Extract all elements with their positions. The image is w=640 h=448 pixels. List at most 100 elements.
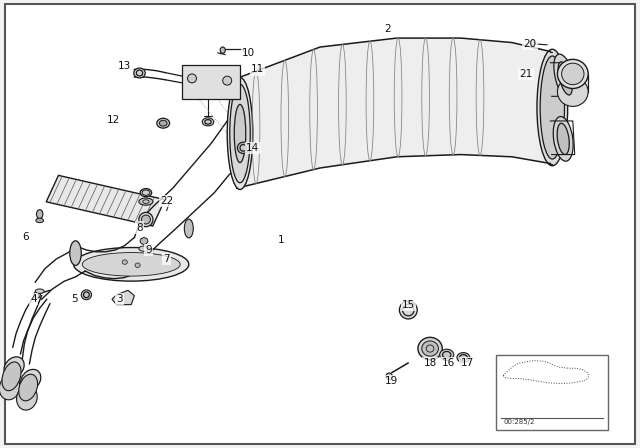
Point <box>116 211 124 216</box>
Ellipse shape <box>530 40 535 46</box>
Line: 2 pts: 2 pts <box>51 177 61 201</box>
Ellipse shape <box>70 241 81 265</box>
Bar <box>182 65 240 99</box>
Ellipse shape <box>17 386 37 410</box>
Ellipse shape <box>74 247 189 281</box>
Text: 10: 10 <box>242 48 255 58</box>
Point <box>139 211 147 216</box>
Ellipse shape <box>4 357 24 378</box>
Text: 17: 17 <box>461 358 474 368</box>
Text: 00:285/2: 00:285/2 <box>504 419 535 425</box>
Text: 11: 11 <box>251 65 264 74</box>
Point <box>102 185 109 191</box>
Ellipse shape <box>20 369 41 391</box>
Text: 2: 2 <box>384 24 390 34</box>
Ellipse shape <box>140 189 152 197</box>
Polygon shape <box>240 38 550 188</box>
Line: 2 pts: 2 pts <box>129 195 140 219</box>
Line: 2 pts: 2 pts <box>107 190 118 214</box>
Line: 2 pts: 2 pts <box>65 181 76 205</box>
Point <box>147 211 154 216</box>
Ellipse shape <box>139 246 149 251</box>
Point <box>50 211 58 216</box>
Ellipse shape <box>134 68 145 78</box>
Point <box>109 185 117 191</box>
Line: 2 pts: 2 pts <box>72 182 83 206</box>
Ellipse shape <box>386 373 392 379</box>
Ellipse shape <box>0 375 20 400</box>
Ellipse shape <box>399 301 417 319</box>
Ellipse shape <box>557 123 569 155</box>
Line: 2 pts: 2 pts <box>122 194 132 217</box>
Point <box>132 185 140 191</box>
Ellipse shape <box>188 74 196 83</box>
Text: 18: 18 <box>424 358 436 368</box>
Text: 14: 14 <box>246 143 259 153</box>
Line: 2 pts: 2 pts <box>100 189 111 213</box>
Ellipse shape <box>19 374 38 401</box>
Point <box>72 185 79 191</box>
Point <box>94 185 102 191</box>
Ellipse shape <box>140 237 148 245</box>
Ellipse shape <box>82 253 180 276</box>
Text: 8: 8 <box>136 223 143 233</box>
Text: 7: 7 <box>163 254 170 264</box>
Ellipse shape <box>223 76 232 85</box>
Text: 4: 4 <box>30 294 36 304</box>
Bar <box>46 175 165 226</box>
Ellipse shape <box>537 49 568 166</box>
Bar <box>496 355 608 430</box>
Ellipse shape <box>422 341 438 356</box>
Text: 9: 9 <box>145 245 152 255</box>
Ellipse shape <box>157 118 170 128</box>
Ellipse shape <box>440 349 454 360</box>
Point <box>50 185 58 191</box>
Text: 7: 7 <box>163 203 170 213</box>
Ellipse shape <box>540 56 564 159</box>
Text: 19: 19 <box>385 376 398 386</box>
Text: 15: 15 <box>402 300 415 310</box>
Point <box>65 185 72 191</box>
Ellipse shape <box>36 210 43 219</box>
Point <box>57 185 65 191</box>
Ellipse shape <box>457 353 470 362</box>
Ellipse shape <box>202 118 214 126</box>
Ellipse shape <box>139 212 153 227</box>
Text: 3: 3 <box>116 294 123 304</box>
Text: 16: 16 <box>442 358 454 368</box>
Ellipse shape <box>34 291 40 298</box>
Point <box>72 211 79 216</box>
Point <box>147 185 154 191</box>
Point <box>102 211 109 216</box>
Polygon shape <box>112 290 134 305</box>
Ellipse shape <box>237 142 249 153</box>
Ellipse shape <box>554 54 577 103</box>
Point <box>79 211 87 216</box>
Ellipse shape <box>139 198 153 205</box>
FancyBboxPatch shape <box>5 4 635 444</box>
Ellipse shape <box>36 218 44 223</box>
Point <box>109 211 117 216</box>
Ellipse shape <box>220 47 225 53</box>
Line: 2 pts: 2 pts <box>136 197 147 221</box>
Text: 22: 22 <box>160 196 173 206</box>
Ellipse shape <box>562 63 584 85</box>
Line: 2 pts: 2 pts <box>114 192 125 216</box>
Ellipse shape <box>122 260 127 264</box>
Ellipse shape <box>230 84 250 183</box>
Text: 13: 13 <box>118 61 131 71</box>
Line: 2 pts: 2 pts <box>93 187 104 211</box>
Point <box>94 211 102 216</box>
Ellipse shape <box>558 62 572 95</box>
Point <box>132 211 140 216</box>
Text: 20: 20 <box>524 39 536 49</box>
Point <box>57 211 65 216</box>
Ellipse shape <box>418 337 442 360</box>
Point <box>124 211 132 216</box>
Ellipse shape <box>159 121 167 126</box>
Point <box>87 211 95 216</box>
Ellipse shape <box>553 116 573 161</box>
Ellipse shape <box>2 362 21 391</box>
Ellipse shape <box>557 77 588 106</box>
Text: 21: 21 <box>520 69 532 79</box>
